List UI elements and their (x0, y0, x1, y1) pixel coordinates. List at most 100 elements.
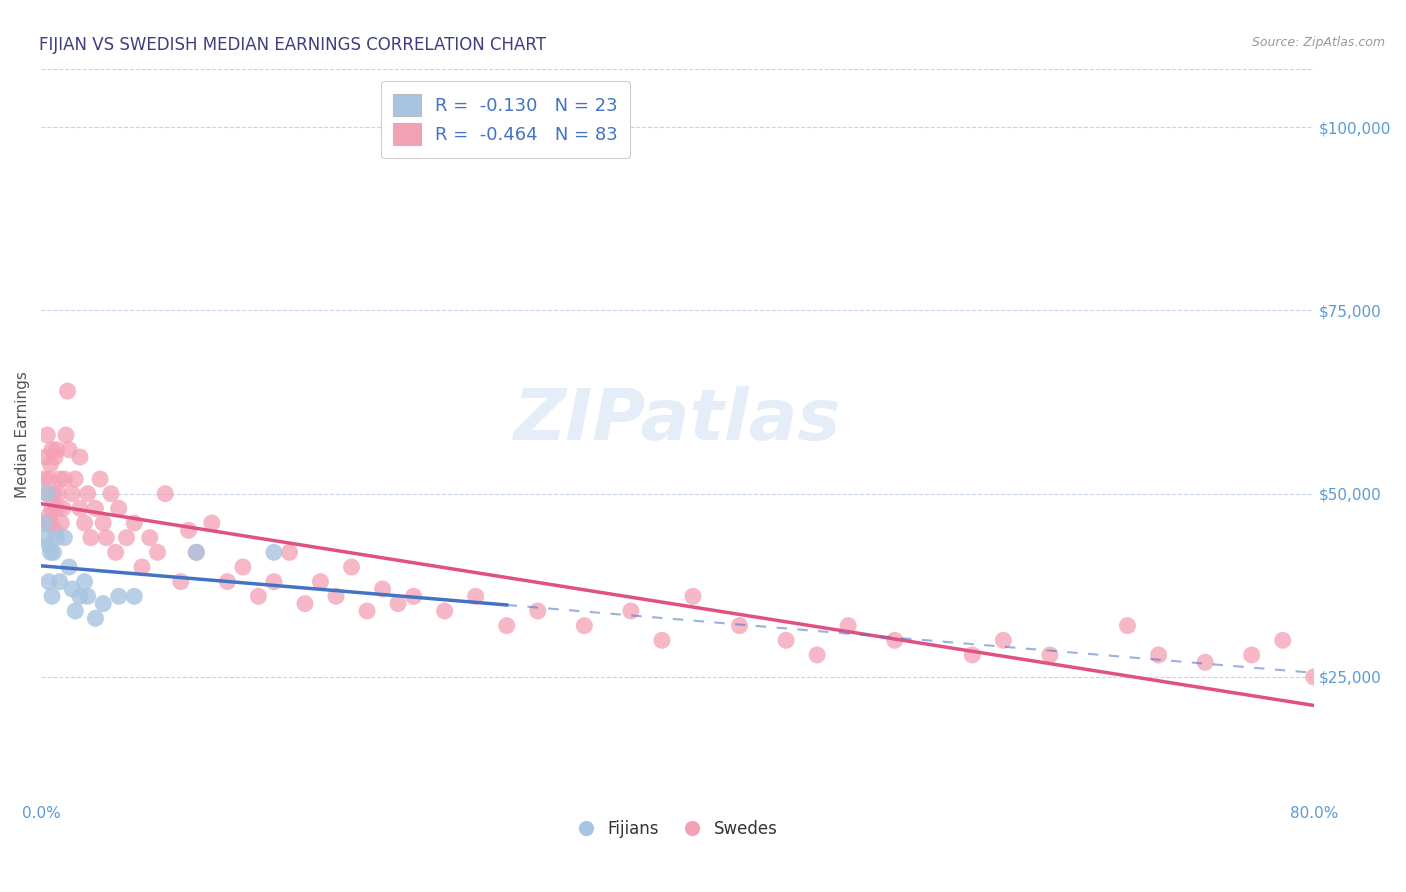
Point (39, 458, 62, 472)
Point (39, 545, 62, 559)
Point (41, 442, 63, 457)
Point (100, 486, 122, 500)
Legend: Fijians, Swedes: Fijians, Swedes (571, 814, 785, 845)
Point (139, 531, 162, 545)
Point (58, 442, 80, 457)
Point (38, 574, 60, 589)
Point (131, 560, 153, 574)
Point (42, 486, 65, 500)
Point (107, 501, 129, 516)
Point (1147, 648, 1170, 662)
Point (775, 633, 797, 648)
Point (76, 486, 98, 500)
Point (45, 442, 67, 457)
Point (325, 590, 347, 604)
Point (837, 618, 859, 632)
Point (402, 590, 425, 604)
Point (48, 472, 70, 486)
Point (32, 516, 55, 530)
Point (52, 501, 75, 516)
Text: ZIPatlas: ZIPatlas (513, 386, 841, 455)
Point (1116, 618, 1139, 632)
Point (46, 486, 69, 500)
Point (177, 524, 200, 538)
Point (42, 545, 65, 559)
Point (155, 486, 177, 500)
Point (38, 508, 60, 523)
Point (651, 633, 673, 648)
Point (84, 611, 107, 625)
Text: Source: ZipAtlas.com: Source: ZipAtlas.com (1251, 36, 1385, 49)
Point (170, 574, 193, 589)
Point (60, 582, 83, 596)
Point (263, 545, 285, 559)
Point (201, 516, 224, 530)
Point (91, 597, 114, 611)
Point (48, 574, 70, 589)
Point (56, 384, 79, 398)
Point (217, 574, 239, 589)
Point (65, 604, 87, 618)
Point (146, 545, 169, 559)
Point (84, 501, 107, 516)
Point (69, 501, 91, 516)
Point (80, 531, 103, 545)
Point (728, 618, 751, 632)
Point (495, 618, 517, 632)
Point (32, 472, 55, 486)
Point (37, 428, 59, 442)
Point (993, 633, 1015, 648)
Point (464, 590, 486, 604)
Point (122, 590, 145, 604)
Point (278, 545, 301, 559)
Point (51, 516, 73, 530)
Point (73, 574, 96, 589)
Text: FIJIAN VS SWEDISH MEDIAN EARNINGS CORRELATION CHART: FIJIAN VS SWEDISH MEDIAN EARNINGS CORREL… (39, 36, 547, 54)
Point (356, 604, 378, 618)
Point (433, 604, 456, 618)
Point (371, 582, 394, 596)
Point (53, 472, 76, 486)
Point (35, 450, 58, 464)
Point (65, 472, 87, 486)
Point (58, 560, 80, 574)
Point (89, 472, 111, 486)
Point (806, 648, 828, 662)
Point (35, 516, 58, 530)
Point (44, 524, 66, 538)
Point (883, 633, 905, 648)
Point (76, 590, 98, 604)
Point (104, 545, 127, 559)
Point (122, 516, 145, 530)
Point (96, 531, 118, 545)
Point (186, 545, 208, 559)
Point (263, 574, 285, 589)
Point (37, 486, 59, 500)
Point (35, 531, 58, 545)
Point (620, 604, 643, 618)
Point (574, 618, 596, 632)
Point (232, 560, 254, 574)
Point (247, 590, 270, 604)
Point (38, 538, 60, 552)
Point (73, 516, 96, 530)
Point (53, 531, 76, 545)
Y-axis label: Median Earnings: Median Earnings (15, 372, 30, 499)
Point (186, 545, 208, 559)
Point (41, 590, 63, 604)
Point (45, 501, 67, 516)
Point (41, 501, 63, 516)
Point (1271, 633, 1294, 648)
Point (682, 590, 704, 604)
Point (1194, 655, 1216, 669)
Point (309, 574, 332, 589)
Point (340, 560, 363, 574)
Point (115, 531, 138, 545)
Point (69, 450, 91, 464)
Point (107, 590, 129, 604)
Point (387, 597, 409, 611)
Point (1039, 648, 1062, 662)
Point (526, 604, 548, 618)
Point (38, 472, 60, 486)
Point (1302, 670, 1324, 684)
